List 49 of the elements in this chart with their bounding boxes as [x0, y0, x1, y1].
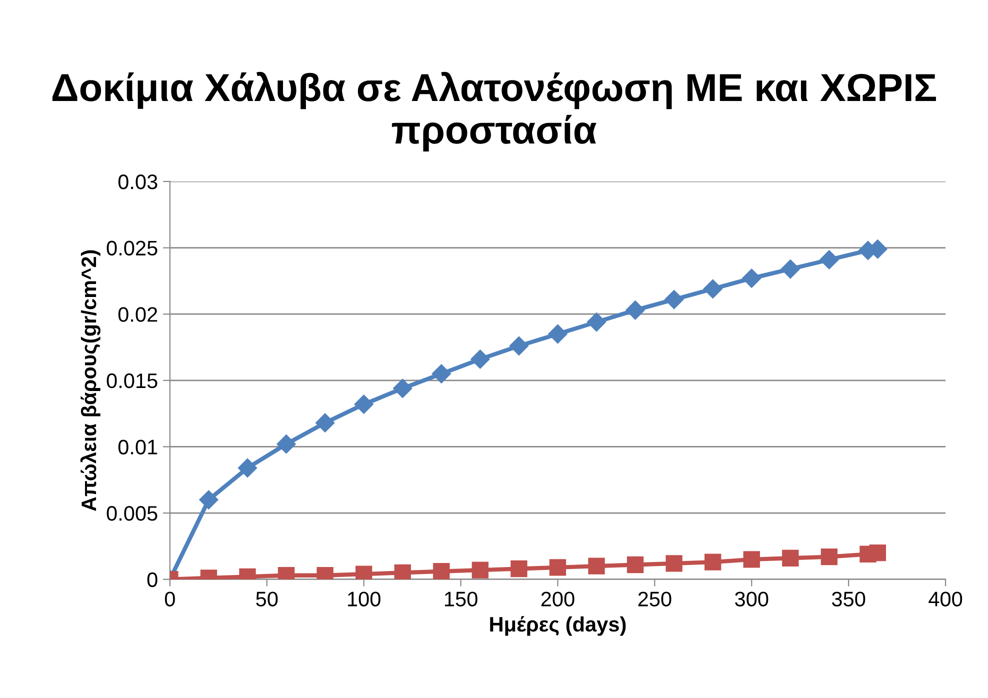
point — [820, 548, 838, 566]
point — [199, 490, 218, 510]
x-tick-label: 300 — [735, 592, 768, 606]
point — [666, 555, 682, 572]
point — [276, 434, 296, 454]
point — [704, 554, 722, 570]
point — [433, 563, 450, 580]
point — [586, 312, 606, 332]
point — [588, 558, 605, 574]
point — [742, 268, 762, 288]
y-axis-title: Απώλεια βάρους(gr/cm^2) — [80, 250, 100, 512]
y-tick-label: 0.01 — [118, 440, 158, 454]
point — [780, 259, 800, 279]
point — [316, 413, 335, 432]
point — [664, 290, 684, 310]
point — [238, 458, 258, 478]
point — [548, 324, 568, 344]
point — [869, 544, 886, 562]
point — [626, 556, 644, 574]
x-tick-label: 0 — [164, 592, 175, 606]
x-axis-title: Ημέρες (days) — [490, 616, 626, 636]
point — [510, 560, 528, 578]
point — [393, 378, 412, 398]
chart-title: Δοκίμια Χάλυβα σε Αλατονέφωση ΜΕ και ΧΩΡΙΣ προστασία — [52, 72, 936, 152]
x-tick-label: 100 — [348, 592, 380, 606]
y-tick-label: 0.02 — [118, 307, 158, 322]
x-tick-label: 50 — [256, 592, 278, 606]
x-tick-label: 400 — [928, 592, 962, 606]
point — [743, 551, 760, 568]
point — [394, 564, 411, 580]
x-tick-label: 200 — [541, 592, 574, 606]
point — [782, 550, 799, 566]
y-tick-label: 0.015 — [106, 373, 158, 388]
point — [703, 279, 722, 298]
point — [820, 250, 839, 270]
point — [432, 364, 451, 384]
y-tick-label: 0.03 — [118, 174, 158, 190]
point — [354, 394, 374, 414]
point — [549, 559, 566, 576]
point — [470, 350, 490, 369]
x-tick-label: 250 — [638, 592, 672, 606]
y-tick-label: 0.005 — [106, 506, 158, 521]
y-tick-label: 0 — [147, 572, 158, 588]
point — [509, 336, 528, 356]
x-tick-label: 350 — [832, 592, 866, 606]
point — [626, 300, 645, 320]
point — [472, 562, 488, 578]
x-tick-label: 150 — [444, 592, 478, 606]
y-tick-label: 0.025 — [106, 240, 158, 256]
